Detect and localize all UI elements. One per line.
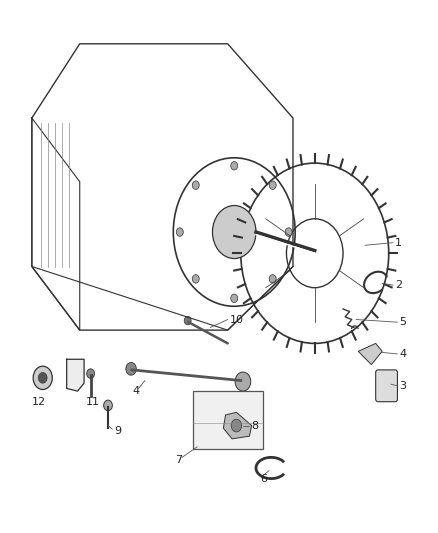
Text: 4: 4 [399,349,407,359]
Text: 6: 6 [260,474,267,483]
Text: 3: 3 [399,381,406,391]
Circle shape [231,161,238,170]
Polygon shape [223,413,252,439]
Text: 4: 4 [132,386,139,396]
Text: 12: 12 [32,397,46,407]
Circle shape [104,400,113,411]
Polygon shape [358,343,382,365]
Polygon shape [67,359,84,391]
Text: 5: 5 [399,317,406,327]
Text: 11: 11 [86,397,100,407]
Circle shape [231,419,242,432]
Text: 1: 1 [395,238,402,248]
Circle shape [33,366,52,390]
Text: 9: 9 [115,426,122,436]
Circle shape [184,317,191,325]
Text: 2: 2 [395,280,403,290]
Circle shape [87,369,95,378]
Text: 10: 10 [230,314,244,325]
FancyBboxPatch shape [376,370,397,402]
Circle shape [212,206,256,259]
Circle shape [285,228,292,236]
Circle shape [269,274,276,283]
Circle shape [192,181,199,189]
Circle shape [269,181,276,189]
Circle shape [192,274,199,283]
Circle shape [177,228,184,236]
Circle shape [126,362,136,375]
Circle shape [235,372,251,391]
Text: 7: 7 [176,455,183,465]
FancyBboxPatch shape [193,391,262,449]
Circle shape [39,373,47,383]
Text: 8: 8 [252,421,259,431]
Circle shape [231,294,238,303]
